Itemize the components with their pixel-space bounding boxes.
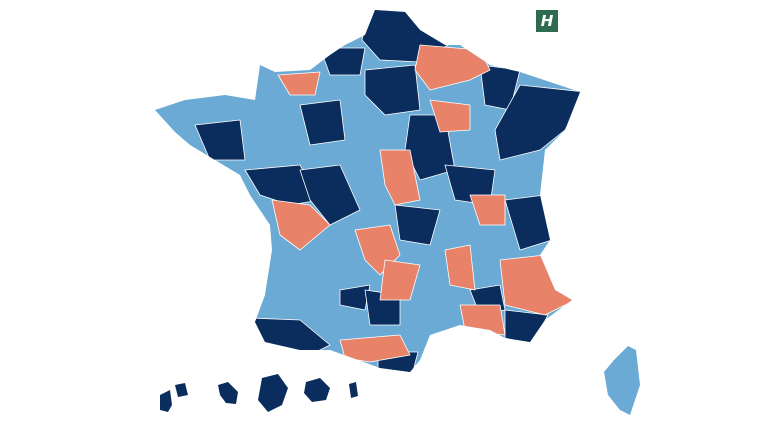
mayotte [349, 382, 358, 398]
logo: H [536, 10, 558, 32]
reunion [304, 378, 330, 402]
department [494, 84, 580, 161]
logo-text: H [541, 12, 554, 30]
guadeloupe [160, 383, 188, 412]
logo-badge [536, 10, 558, 32]
department [444, 244, 476, 291]
department [379, 259, 421, 301]
departments [194, 10, 580, 372]
department [394, 204, 441, 246]
department [271, 199, 331, 251]
department [299, 99, 346, 146]
mainland [155, 10, 580, 372]
guyane [258, 374, 288, 412]
department [319, 47, 366, 76]
department [499, 254, 576, 316]
corsica [604, 346, 640, 415]
department [469, 194, 506, 226]
martinique [218, 382, 238, 404]
department [299, 164, 361, 226]
department [459, 304, 506, 336]
department [339, 284, 371, 311]
department [429, 99, 471, 133]
department [364, 64, 421, 116]
department [277, 71, 321, 96]
department [504, 309, 549, 346]
overseas [160, 346, 640, 415]
department [194, 119, 246, 161]
department [379, 149, 421, 206]
